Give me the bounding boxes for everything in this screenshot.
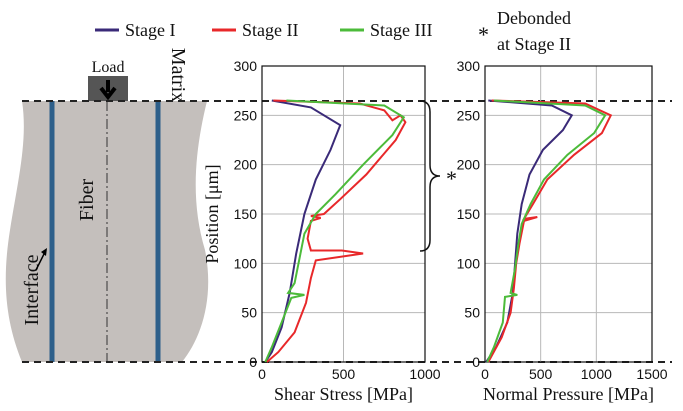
y-tick-label: 100	[234, 255, 258, 271]
series-line	[486, 99, 607, 363]
y-tick-label: 150	[457, 206, 481, 222]
x-tick-label: 500	[529, 366, 553, 382]
y-tick-label: 50	[241, 305, 257, 321]
x-axis-label: Normal Pressure [MPa]	[483, 384, 654, 404]
legend-label: Stage III	[370, 20, 432, 40]
y-tick-label: 200	[457, 157, 481, 173]
y-tick-label: 100	[457, 255, 481, 271]
y-tick-label: 300	[457, 58, 481, 74]
x-axis-label: Shear Stress [MPa]	[274, 384, 413, 404]
x-tick-label: 500	[332, 366, 356, 382]
legend-label: Stage I	[125, 20, 175, 40]
y-tick-label: 300	[234, 58, 258, 74]
y-axis-label: Position [μm]	[202, 164, 222, 263]
interface-pointer-head	[41, 248, 47, 256]
y-tick-label: 150	[234, 206, 258, 222]
series-line	[487, 99, 613, 363]
legend-marker: *	[478, 22, 489, 47]
y-tick-label: 0	[472, 354, 480, 370]
y-tick-label: 250	[457, 107, 481, 123]
y-tick-label: 0	[249, 354, 257, 370]
matrix-label: Matrix	[167, 48, 189, 102]
interface-label: Interface	[21, 254, 43, 325]
load-label: Load	[92, 59, 125, 76]
y-tick-label: 250	[234, 107, 258, 123]
series-line	[485, 99, 574, 363]
x-tick-label: 1000	[409, 366, 440, 382]
load-arrow	[99, 80, 117, 101]
plot-frame	[261, 65, 426, 363]
x-tick-label: 1500	[636, 366, 667, 382]
series-line	[264, 99, 406, 363]
fiber-label: Fiber	[76, 179, 98, 222]
y-tick-label: 50	[464, 305, 480, 321]
legend-label: Stage II	[242, 20, 298, 40]
y-tick-label: 200	[234, 157, 258, 173]
series-line	[266, 99, 407, 363]
series-line	[264, 99, 342, 363]
annotation-marker: *	[446, 166, 457, 191]
legend-note: at Stage II	[497, 34, 571, 54]
x-tick-label: 1000	[581, 366, 612, 382]
debond-brace	[419, 100, 441, 252]
plot-frame	[484, 65, 653, 363]
legend-note: Debonded	[497, 8, 571, 28]
x-tick-label: 0	[481, 366, 489, 382]
x-tick-label: 0	[258, 366, 266, 382]
